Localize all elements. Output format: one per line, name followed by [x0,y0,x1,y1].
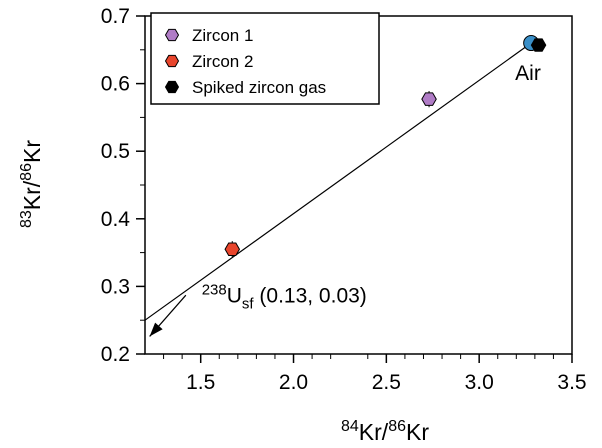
annotation-sub: sf [242,296,255,313]
legend-label-2: Zircon 2 [192,52,253,71]
y-title-sup1: 83 [18,210,35,228]
x-title-main1: Kr/ [359,419,389,445]
annotation-rest: (0.13, 0.03) [254,285,367,308]
point-zircon-2 [224,242,241,256]
y-title-main1: Kr/ [19,180,45,210]
legend-items: Zircon 1 Zircon 2 Spiked zircon gas [164,26,326,97]
y-tick-label: 0.5 [101,140,130,163]
x-tick-label: 2.5 [372,371,401,394]
data-points [224,35,547,258]
legend-marker-3 [164,80,180,94]
x-tick-label: 1.5 [186,371,215,394]
uranium-fission-annotation: 238Usf (0.13, 0.03) [202,282,367,313]
x-tick-label: 3.0 [465,371,494,394]
x-title-sup1: 84 [341,418,359,435]
y-axis-title: 83Kr/86Kr [18,140,45,228]
annotation-sup: 238 [202,282,227,299]
legend-label-1: Zircon 1 [192,26,253,45]
legend-label-3: Spiked zircon gas [192,78,326,97]
y-title-sup2: 86 [18,163,35,181]
air-label: Air [515,62,541,85]
mixing-line-group [144,42,532,337]
y-tick-label: 0.7 [101,5,130,28]
y-title-main2: Kr [19,140,45,163]
legend-box [150,12,380,105]
x-tick-label: 2.0 [279,371,308,394]
x-axis-title: 84Kr/86Kr [341,418,429,445]
x-title-main2: Kr [406,419,429,445]
mixing-line [144,42,532,321]
x-tick-label: 3.5 [557,371,586,394]
ticks: 1.5 2.0 2.5 3.0 3.5 0.2 0.3 0.4 0.5 0.6 0.7 [101,5,587,394]
y-tick-label: 0.6 [101,73,130,96]
point-spiked-zircon-gas [530,38,547,52]
legend: Zircon 1 Zircon 2 Spiked zircon gas [150,12,380,105]
x-title-sup2: 86 [388,418,406,435]
legend-marker-1 [164,28,180,42]
annotation-main: U [227,285,242,308]
point-zircon-1 [421,92,437,106]
legend-marker-2 [164,54,180,68]
y-tick-label: 0.3 [101,275,130,298]
y-tick-label: 0.2 [101,343,130,366]
y-tick-label: 0.4 [101,208,131,231]
fission-arrow-head [149,322,163,337]
